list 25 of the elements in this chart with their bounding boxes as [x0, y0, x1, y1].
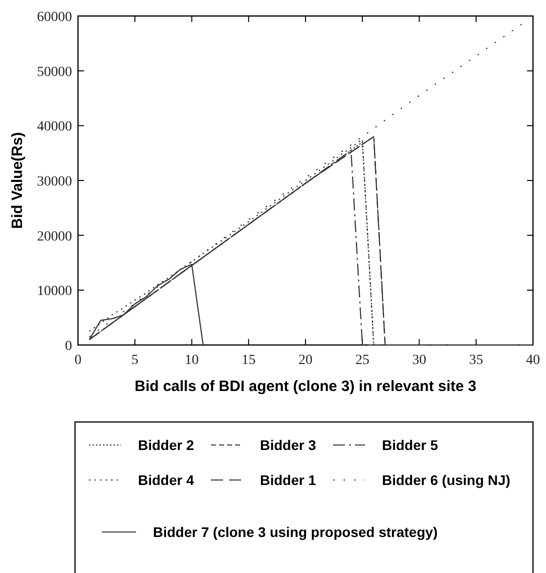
x-tick-label: 40 — [526, 353, 540, 368]
y-tick-label: 0 — [65, 339, 72, 354]
x-tick-label: 20 — [298, 353, 312, 368]
legend-label: Bidder 6 (using NJ) — [382, 472, 510, 488]
legend-label: Bidder 7 (clone 3 using proposed strategy) — [153, 524, 438, 540]
y-tick-label: 20000 — [37, 229, 72, 244]
x-tick-label: 35 — [469, 353, 484, 368]
y-tick-label: 10000 — [37, 284, 72, 300]
y-tick-label: 50000 — [37, 64, 72, 80]
y-tick-label: 60000 — [37, 10, 72, 25]
y-tick-label: 40000 — [37, 120, 72, 135]
legend-label: Bidder 2 — [138, 437, 194, 453]
x-tick-label: 10 — [184, 353, 199, 368]
legend-label: Bidder 5 — [382, 437, 438, 453]
y-tick-label: 30000 — [37, 174, 72, 190]
x-tick-label: 5 — [131, 353, 138, 368]
x-tick-label: 15 — [242, 353, 256, 368]
x-tick-label: 25 — [355, 353, 370, 368]
legend-label: Bidder 1 — [260, 472, 316, 488]
x-tick-label: 30 — [412, 353, 426, 368]
legend-label: Bidder 4 — [138, 472, 194, 488]
y-axis-title: Bid Value(Rs) — [9, 132, 26, 229]
x-axis-title: Bid calls of BDI agent (clone 3) in relevant site 3 — [134, 378, 476, 395]
legend-label: Bidder 3 — [260, 437, 316, 453]
x-tick-label: 0 — [74, 353, 82, 368]
